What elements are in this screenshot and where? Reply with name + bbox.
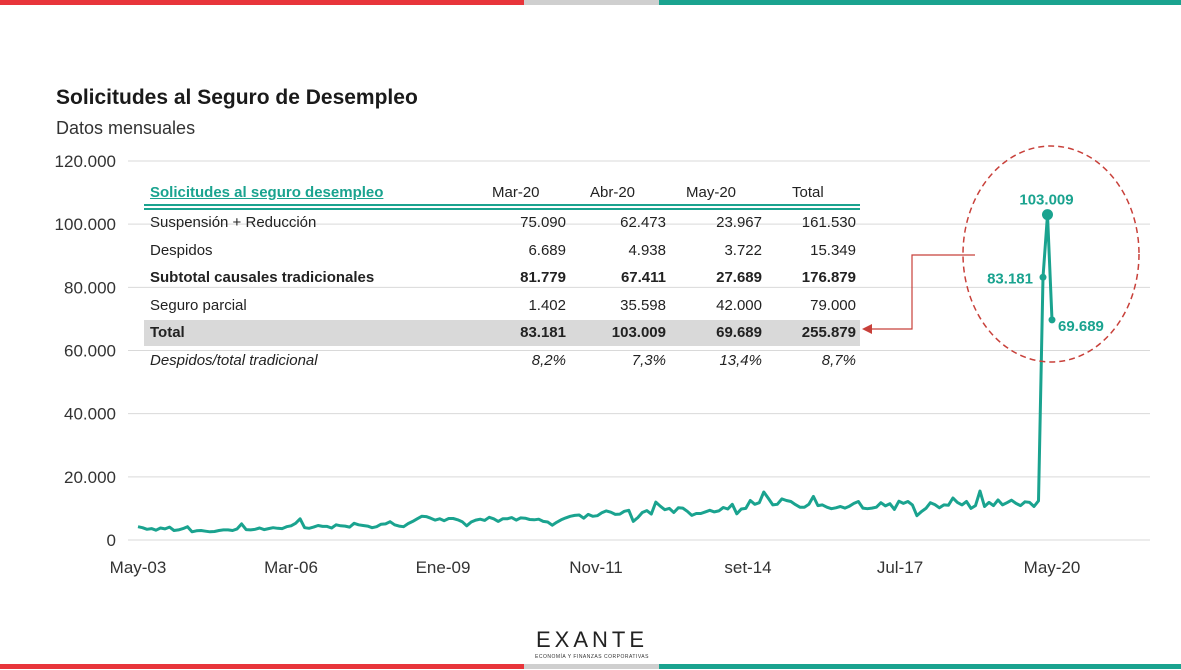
y-tick-label: 100.000	[55, 215, 116, 234]
header-rule-2	[144, 208, 860, 210]
data-label-mar20: 83.181	[987, 270, 1033, 287]
chart-subtitle: Datos mensuales	[56, 118, 196, 138]
table-row: Despidos 6.689 4.938 3.722 15.349	[144, 238, 860, 264]
table-header-row: Solicitudes al seguro desempleo Mar-20 A…	[144, 180, 860, 206]
y-tick-label: 60.000	[64, 342, 116, 361]
table-cell: 6.689	[528, 241, 566, 259]
table-row-label: Despidos/total tradicional	[150, 351, 318, 369]
table-row: Seguro parcial 1.402 35.598 42.000 79.000	[144, 293, 860, 319]
table-row-label: Despidos	[150, 241, 213, 259]
table-cell: 1.402	[528, 296, 566, 314]
table-cell: 23.967	[716, 214, 762, 231]
x-tick-label: May-20	[1024, 558, 1081, 577]
logo-brand: EXANTE	[535, 627, 649, 652]
table-cell: 35.598	[620, 296, 666, 314]
table-row: Despidos/total tradicional 8,2% 7,3% 13,4% 8…	[144, 348, 860, 374]
top-color-band	[0, 0, 1181, 5]
y-tick-label: 120.000	[55, 152, 116, 171]
table-cell: 8,7%	[821, 351, 856, 369]
series-line	[137, 213, 1054, 534]
x-axis: May-03 Mar-06 Ene-09 Nov-11 set-14 Jul-17 May-…	[110, 558, 1081, 577]
table-header-total: Total	[792, 184, 824, 201]
table-cell: 42.000	[716, 296, 762, 314]
table-cell: 7,3%	[631, 351, 666, 369]
y-tick-label: 40.000	[64, 405, 116, 424]
table-cell: 15.349	[810, 241, 856, 259]
table-cell: 75.090	[520, 214, 566, 231]
y-tick-label: 80.000	[64, 278, 116, 297]
table-cell: 13,4%	[719, 351, 762, 369]
point-mar20	[1039, 273, 1047, 281]
header-rule-1	[144, 204, 860, 206]
table-cell: 255.879	[801, 324, 856, 341]
connector-arrow-head	[862, 324, 872, 334]
x-tick-label: Ene-09	[416, 558, 471, 577]
x-tick-label: Jul-17	[877, 558, 923, 577]
table-cell: 62.473	[620, 214, 666, 231]
line-chart: 020.00040.00060.00080.000100.000120.000 …	[55, 145, 1150, 577]
x-tick-label: Nov-11	[569, 558, 623, 577]
point-may20	[1048, 316, 1056, 324]
bottom-color-band	[0, 664, 1181, 669]
series-layer	[137, 213, 1054, 534]
highlight-ellipse	[962, 145, 1140, 363]
table-row-label: Total	[150, 324, 185, 341]
y-tick-label: 0	[107, 531, 116, 550]
table-header-abr20: Abr-20	[590, 184, 636, 201]
grid-lines	[128, 160, 1150, 541]
table-cell: 103.009	[611, 324, 666, 341]
table-cell: 4.938	[628, 241, 666, 259]
table-row: Total 83.181 103.009 69.689 255.879	[144, 320, 860, 346]
connector-arrow-line	[872, 254, 975, 330]
table-cell: 79.000	[810, 296, 856, 314]
table-cell: 3.722	[724, 241, 762, 259]
point-abr20	[1041, 209, 1053, 221]
logo-tagline: ECONOMÍA Y FINANZAS CORPORATIVAS	[535, 654, 649, 660]
table-header-mar20: Mar-20	[492, 184, 540, 201]
callout-layer: 83.181 103.009 69.689	[862, 145, 1140, 363]
table-header-label: Solicitudes al seguro desempleo	[150, 184, 384, 201]
x-tick-label: May-03	[110, 558, 167, 577]
table-row: Subtotal causales tradicionales 81.779 67.…	[144, 265, 860, 291]
y-tick-label: 20.000	[64, 468, 116, 487]
table-cell: 8,2%	[531, 351, 566, 369]
x-tick-label: Mar-06	[264, 558, 318, 577]
x-tick-label: set-14	[724, 558, 771, 577]
table-row-label: Suspensión + Reducción	[150, 214, 317, 231]
table-cell: 69.689	[716, 324, 762, 341]
exante-logo: EXANTE ECONOMÍA Y FINANZAS CORPORATIVAS	[532, 627, 652, 661]
chart-title: Solicitudes al Seguro de Desempleo	[56, 86, 418, 109]
y-axis: 0 20.000 40.000 60.000 80.000 100.000 120.000	[55, 152, 116, 550]
table-cell: 27.689	[716, 269, 762, 286]
table-row-label: Subtotal causales tradicionales	[150, 269, 375, 286]
table-row-label: Seguro parcial	[150, 296, 247, 314]
table-header-may20: May-20	[686, 184, 737, 201]
table-cell: 83.181	[520, 324, 566, 341]
data-label-abr20: 103.009	[1019, 192, 1073, 209]
table-cell: 67.411	[620, 269, 666, 286]
table-cell: 161.530	[801, 214, 856, 231]
data-label-may20: 69.689	[1058, 318, 1104, 335]
table-cell: 81.779	[520, 269, 566, 286]
table-row: Suspensión + Reducción 75.090 62.473 23.967…	[144, 210, 860, 236]
table-cell: 176.879	[801, 269, 856, 286]
